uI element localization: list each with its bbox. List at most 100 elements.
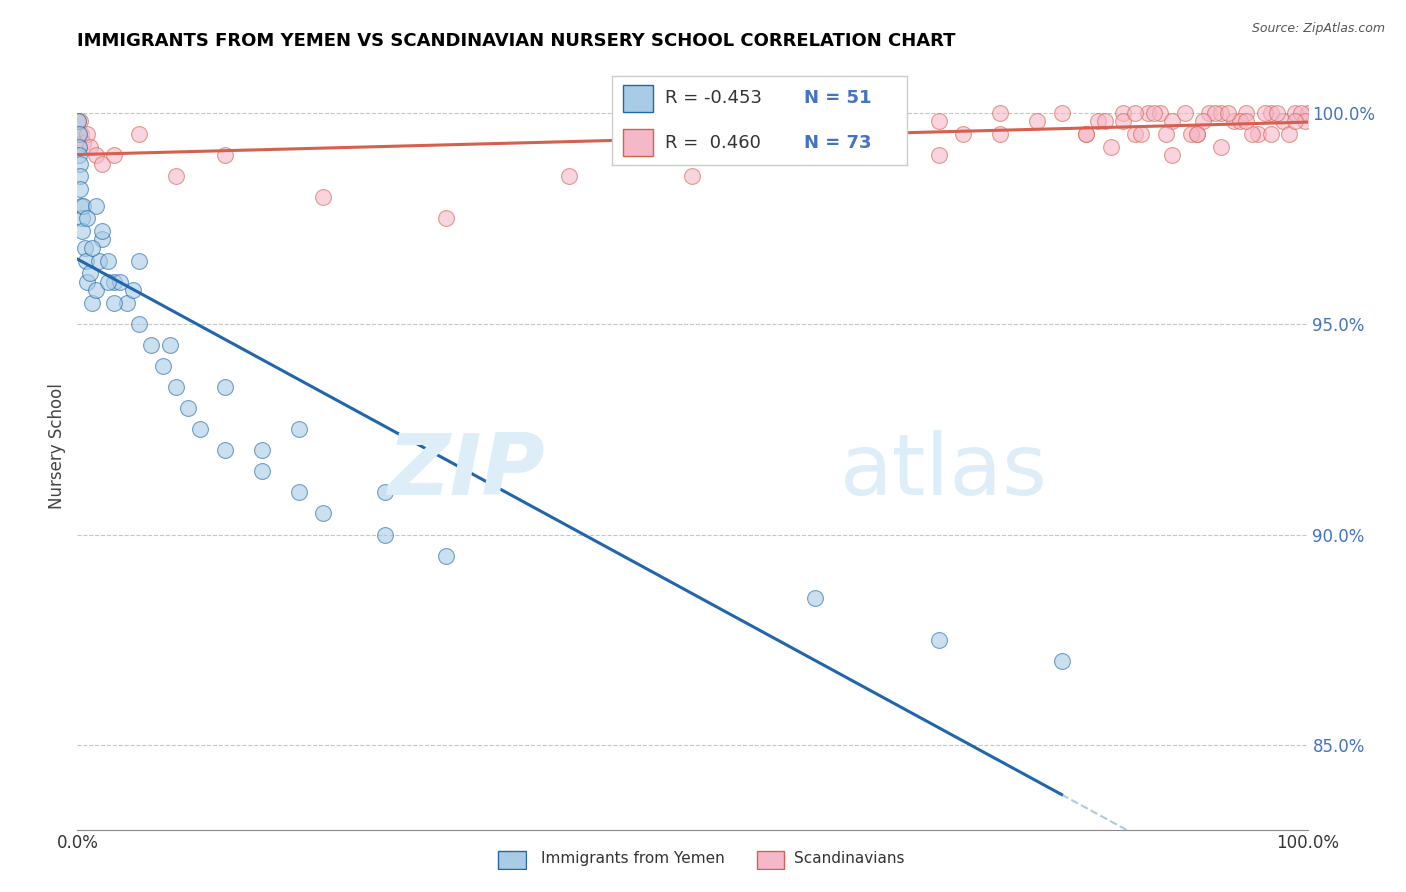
Point — [76, 211, 98, 226]
Point — [1229, 114, 1251, 128]
Point — [84, 148, 107, 162]
Point — [1198, 106, 1220, 120]
Point — [115, 295, 138, 310]
Text: ZIP: ZIP — [387, 430, 546, 513]
Point — [165, 169, 187, 184]
Point — [1241, 127, 1264, 141]
Point — [70, 127, 93, 141]
Text: R =  0.460: R = 0.460 — [665, 134, 761, 152]
Point — [1050, 106, 1073, 120]
Point — [1234, 106, 1257, 120]
Point — [1087, 114, 1109, 128]
Point — [1125, 106, 1147, 120]
Point — [141, 338, 163, 352]
Point — [1216, 106, 1239, 120]
Point — [1112, 114, 1135, 128]
Point — [159, 338, 181, 352]
Point — [1260, 106, 1282, 120]
Text: IMMIGRANTS FROM YEMEN VS SCANDINAVIAN NURSERY SCHOOL CORRELATION CHART: IMMIGRANTS FROM YEMEN VS SCANDINAVIAN NU… — [77, 32, 956, 50]
Point — [110, 275, 132, 289]
Point — [73, 241, 96, 255]
Text: N = 73: N = 73 — [804, 134, 872, 152]
Y-axis label: Nursery School: Nursery School — [48, 383, 66, 509]
Point — [67, 127, 90, 141]
Point — [84, 283, 107, 297]
Point — [1294, 114, 1316, 128]
Point — [69, 114, 91, 128]
Point — [1234, 114, 1257, 128]
Point — [1130, 127, 1153, 141]
Text: atlas: atlas — [841, 430, 1047, 513]
Point — [89, 253, 111, 268]
Point — [1211, 106, 1233, 120]
Point — [69, 169, 91, 184]
Point — [1284, 106, 1306, 120]
Point — [121, 283, 143, 297]
Point — [90, 156, 114, 170]
Point — [558, 169, 581, 184]
Point — [79, 266, 101, 280]
Point — [1291, 106, 1313, 120]
Point — [70, 211, 93, 226]
Point — [952, 127, 974, 141]
Point — [928, 148, 950, 162]
Point — [742, 148, 765, 162]
Point — [1094, 114, 1116, 128]
Point — [67, 140, 90, 154]
Point — [75, 253, 97, 268]
Point — [1125, 127, 1147, 141]
Point — [374, 485, 396, 500]
Point — [1265, 106, 1288, 120]
Point — [103, 275, 125, 289]
Point — [79, 140, 101, 154]
Point — [1099, 140, 1122, 154]
Point — [1272, 114, 1295, 128]
Text: N = 51: N = 51 — [804, 89, 872, 107]
Point — [312, 507, 335, 521]
Point — [1161, 148, 1184, 162]
Point — [165, 380, 187, 394]
Point — [288, 485, 311, 500]
Point — [76, 275, 98, 289]
Point — [1026, 114, 1049, 128]
Point — [1154, 127, 1177, 141]
Text: Source: ZipAtlas.com: Source: ZipAtlas.com — [1251, 22, 1385, 36]
Point — [1296, 106, 1319, 120]
Point — [1180, 127, 1202, 141]
Text: Scandinavians: Scandinavians — [794, 851, 905, 865]
Point — [988, 106, 1011, 120]
Text: Immigrants from Yemen: Immigrants from Yemen — [541, 851, 725, 865]
Point — [312, 190, 335, 204]
Point — [620, 148, 643, 162]
Point — [1185, 127, 1208, 141]
Point — [250, 464, 273, 478]
Point — [1204, 106, 1226, 120]
Point — [1076, 127, 1098, 141]
Point — [188, 422, 212, 436]
Point — [97, 275, 120, 289]
Point — [1050, 654, 1073, 668]
Point — [67, 127, 90, 141]
Point — [214, 380, 236, 394]
Point — [67, 140, 90, 154]
Point — [214, 443, 236, 458]
Point — [804, 591, 827, 605]
Point — [67, 148, 90, 162]
Point — [436, 211, 458, 226]
Point — [804, 127, 827, 141]
Point — [1278, 127, 1301, 141]
Point — [1247, 127, 1270, 141]
Bar — [623, 129, 652, 156]
Point — [1253, 106, 1275, 120]
Point — [76, 127, 98, 141]
Point — [250, 443, 273, 458]
Point — [90, 232, 114, 246]
Point — [66, 114, 89, 128]
Point — [214, 148, 236, 162]
Point — [928, 632, 950, 647]
Point — [1076, 127, 1098, 141]
Point — [66, 114, 89, 128]
Point — [1223, 114, 1246, 128]
Point — [436, 549, 458, 563]
Point — [103, 295, 125, 310]
